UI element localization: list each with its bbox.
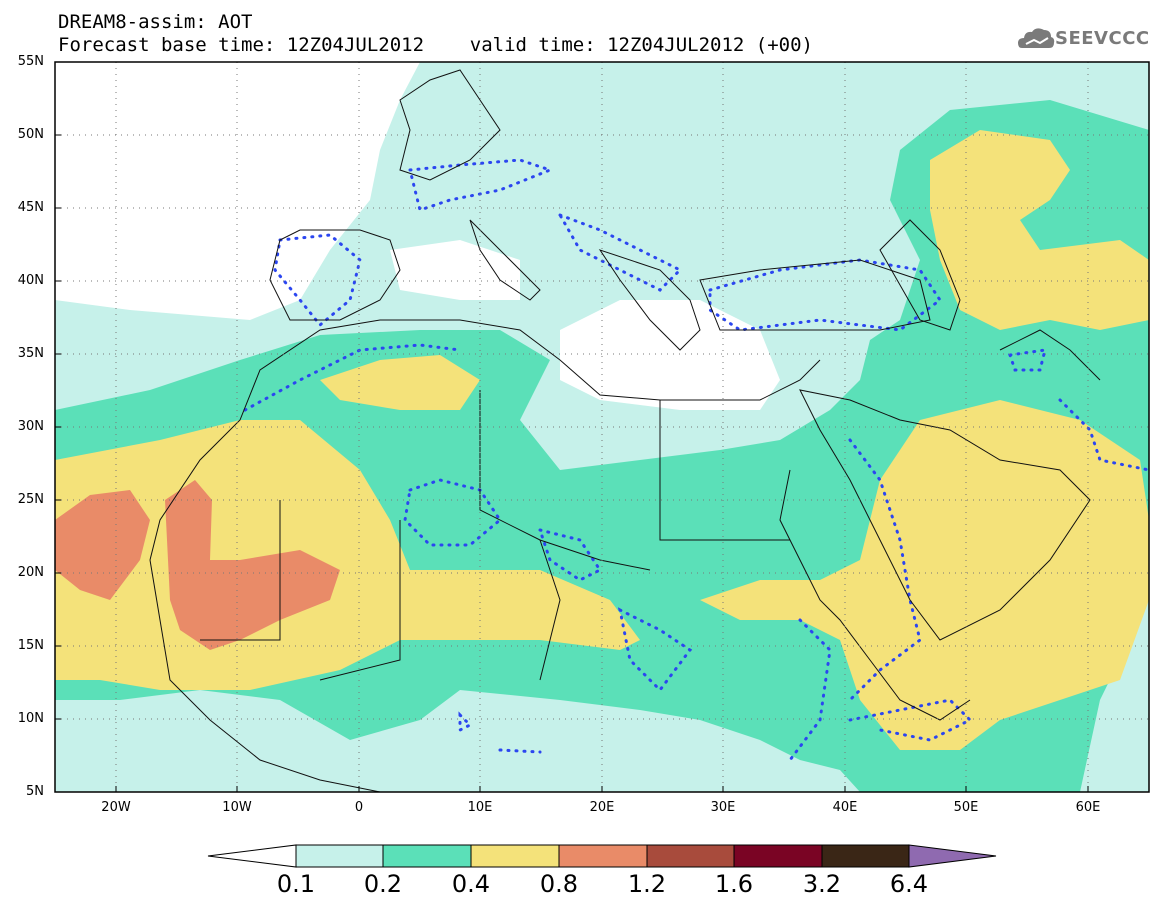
axis-ticks bbox=[55, 61, 1089, 792]
colorbar-bin-3 bbox=[470, 844, 560, 868]
colorbar-bin-6 bbox=[733, 844, 823, 868]
colorbar-label: 6.4 bbox=[889, 870, 929, 898]
lon-label: 40E bbox=[832, 800, 858, 815]
lat-label: 5N bbox=[26, 784, 44, 799]
mediterranean-low bbox=[560, 300, 780, 410]
chart-title: DREAM8-assim: AOT bbox=[58, 11, 253, 33]
lat-label: 20N bbox=[17, 565, 44, 580]
lon-label: 0 bbox=[354, 800, 364, 815]
colorbar-label: 0.4 bbox=[451, 870, 491, 898]
lat-label: 55N bbox=[17, 54, 44, 69]
aot-band-0.8-mauritania bbox=[165, 480, 340, 650]
lat-label: 10N bbox=[17, 711, 44, 726]
lon-label: 20E bbox=[589, 800, 615, 815]
colorbar-bin-2 bbox=[382, 844, 472, 868]
aot-field bbox=[55, 62, 1149, 792]
lon-label: 50E bbox=[953, 800, 979, 815]
colorbar-label: 1.2 bbox=[627, 870, 667, 898]
colorbar-label: 0.1 bbox=[276, 870, 316, 898]
aot-band-0.4-caspian bbox=[930, 130, 1149, 330]
lon-label: 20W bbox=[101, 800, 131, 815]
lon-label: 30E bbox=[710, 800, 736, 815]
colorbar-label: 3.2 bbox=[802, 870, 842, 898]
colorbar-lower-triangle bbox=[207, 844, 297, 868]
lon-label: 10W bbox=[222, 800, 252, 815]
western-med-low bbox=[390, 240, 520, 300]
lat-label: 50N bbox=[17, 127, 44, 142]
colorbar-label: 0.8 bbox=[539, 870, 579, 898]
colorbar-bin-7 bbox=[821, 844, 910, 868]
lon-label: 60E bbox=[1075, 800, 1101, 815]
forecast-time-line: Forecast base time: 12Z04JUL2012 valid t… bbox=[58, 34, 813, 56]
lat-label: 30N bbox=[17, 419, 44, 434]
dotted-contours bbox=[243, 158, 1149, 762]
colorbar-upper-triangle bbox=[908, 844, 997, 868]
graticule bbox=[55, 62, 1149, 792]
aot-band-0.4-north bbox=[320, 355, 480, 410]
cloud-logo-icon bbox=[1018, 28, 1055, 48]
aot-band-0.4-arabia bbox=[700, 400, 1149, 750]
logo-text: SEEVCCC bbox=[1055, 28, 1150, 49]
lon-label: 10E bbox=[467, 800, 493, 815]
colorbar-bin-5 bbox=[646, 844, 735, 868]
colorbar-bin-1 bbox=[295, 844, 384, 868]
lat-label: 25N bbox=[17, 492, 44, 507]
colorbar bbox=[207, 844, 997, 868]
colorbar-label: 1.6 bbox=[714, 870, 754, 898]
lat-label: 35N bbox=[17, 346, 44, 361]
lat-label: 15N bbox=[17, 638, 44, 653]
lat-label: 40N bbox=[17, 273, 44, 288]
colorbar-bin-4 bbox=[558, 844, 648, 868]
aot-band-0.8-west bbox=[55, 490, 150, 600]
colorbar-label: 0.2 bbox=[363, 870, 403, 898]
coastlines bbox=[149, 69, 1101, 792]
lat-label: 45N bbox=[17, 200, 44, 215]
